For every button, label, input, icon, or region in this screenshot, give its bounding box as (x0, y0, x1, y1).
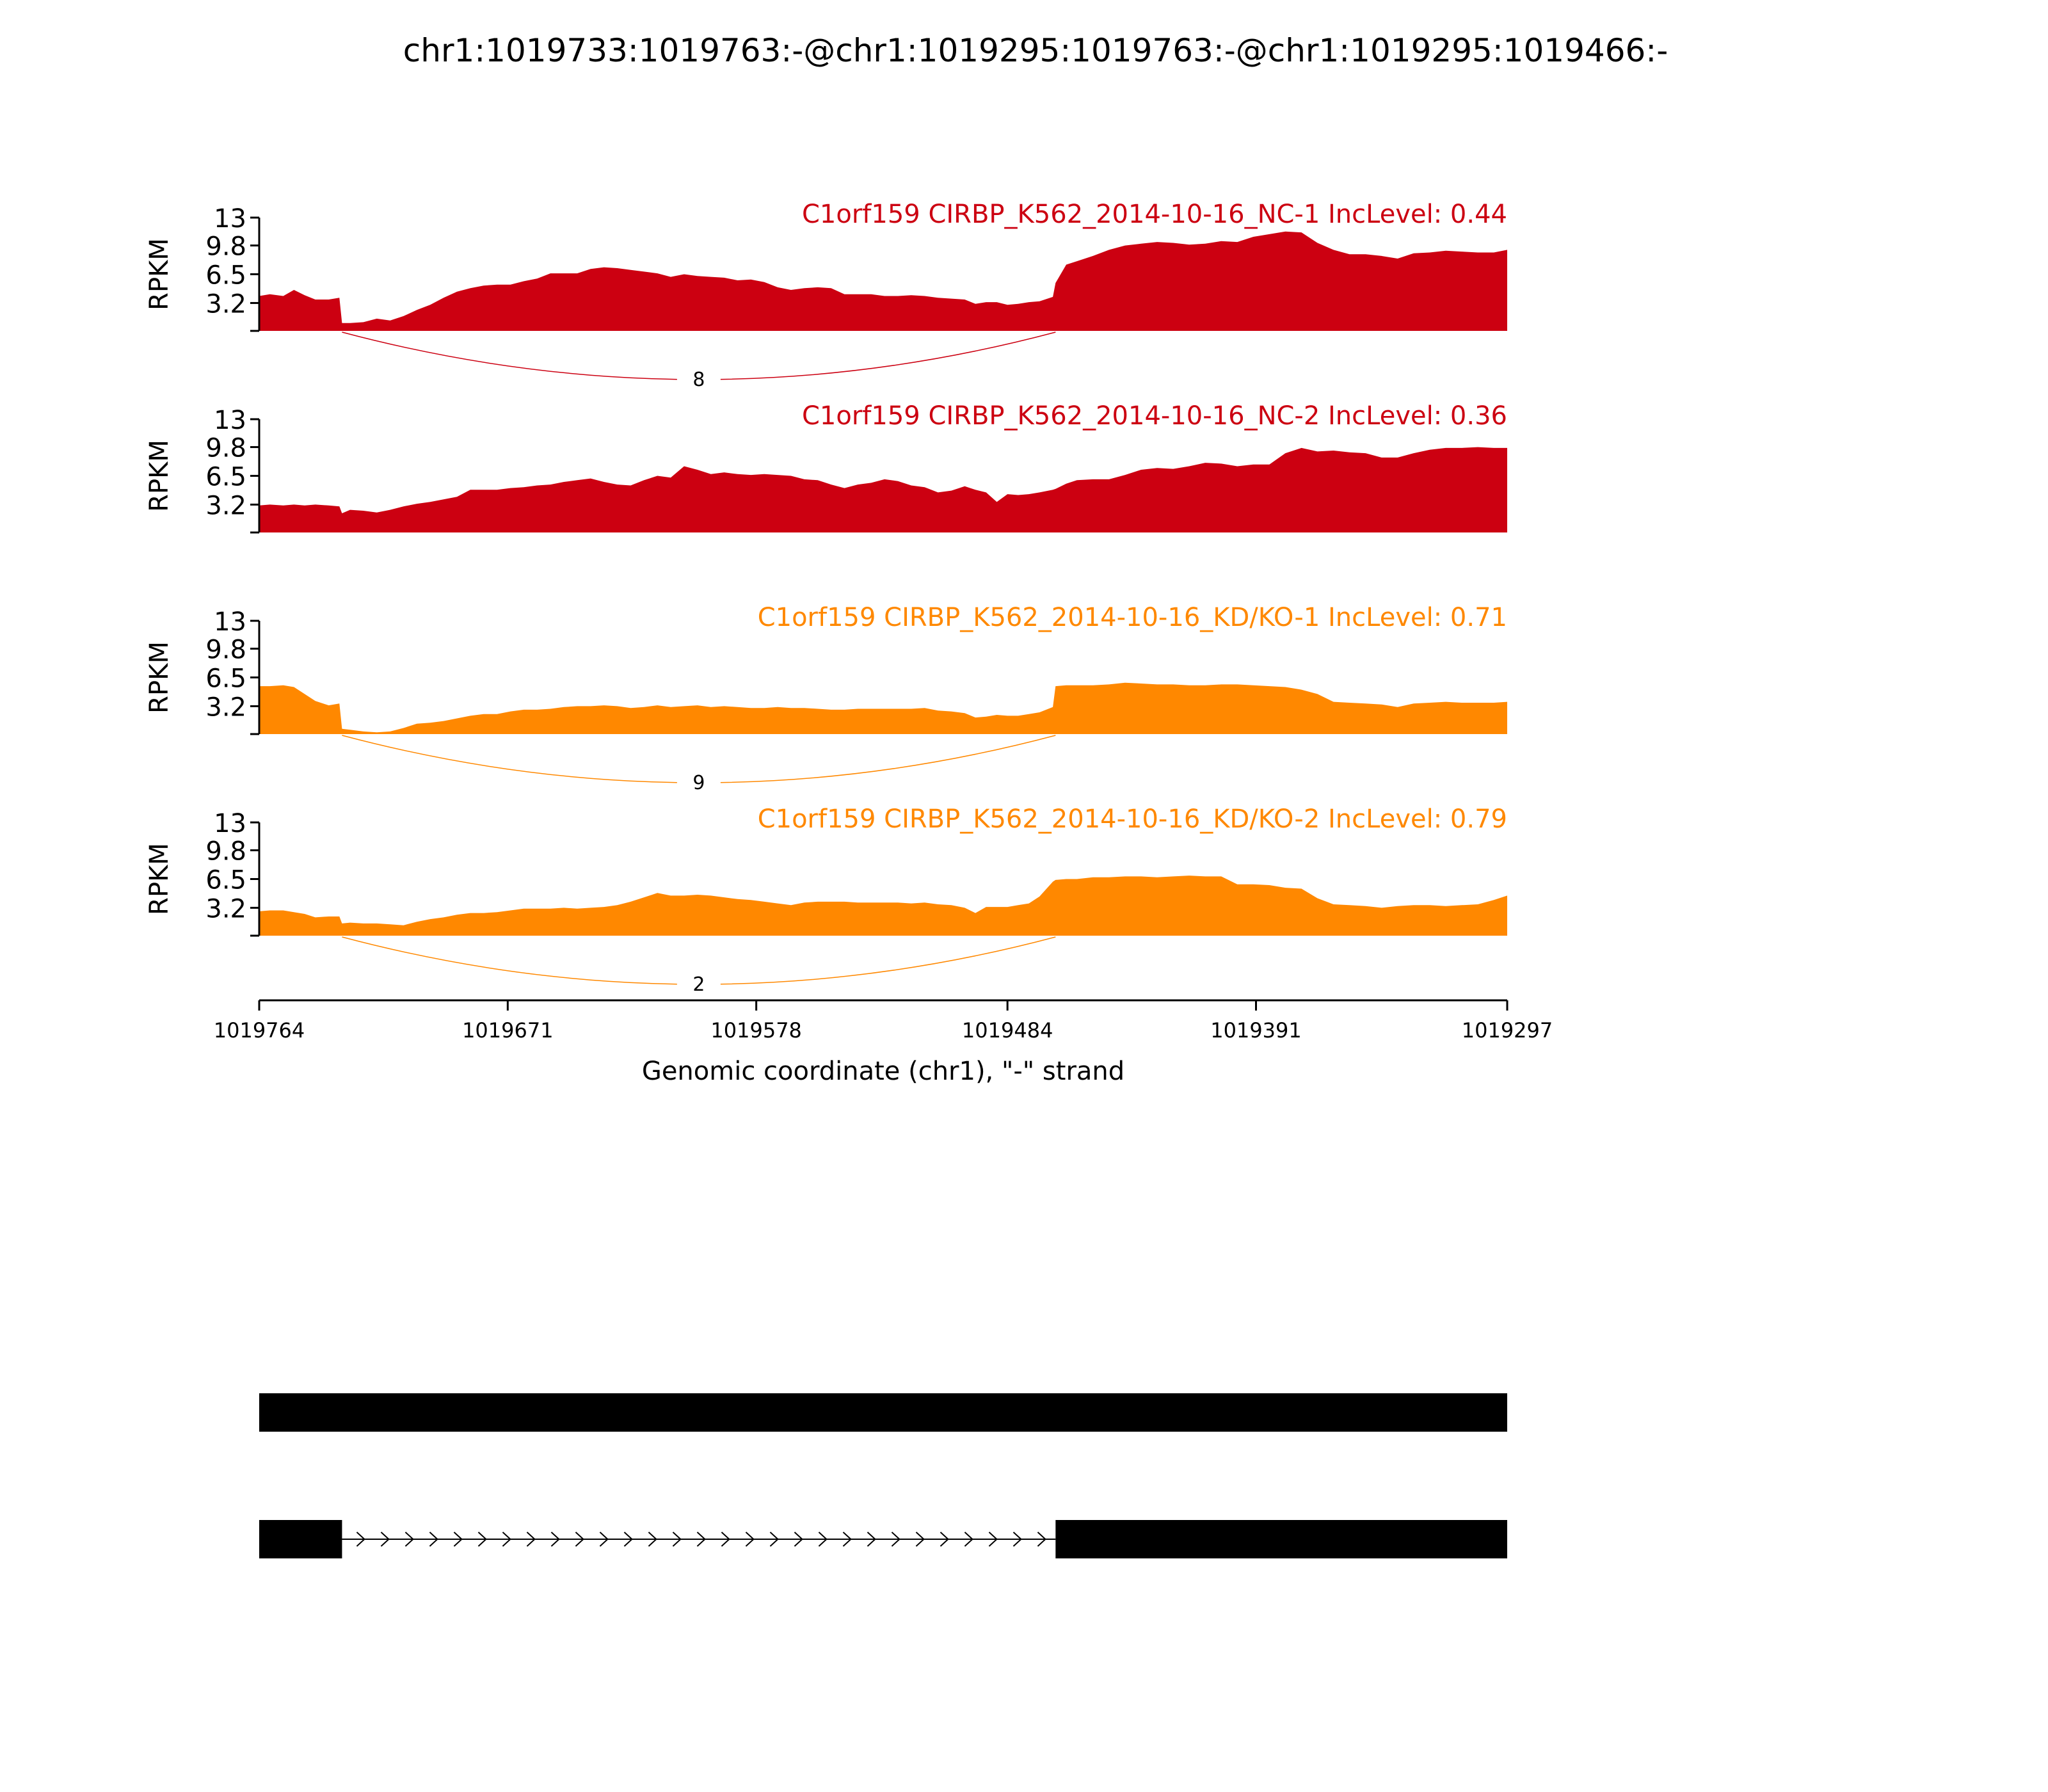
y-tick-label: 13 (214, 809, 246, 838)
strand-arrow (769, 1532, 779, 1547)
strand-arrow (721, 1532, 730, 1547)
strand-arrow (842, 1532, 852, 1547)
coverage-panel-2: 3.26.59.813 RPKM C1orf159 CIRBP_K562_2014-… (145, 401, 1507, 534)
strand-arrow (526, 1532, 536, 1547)
strand-arrow (940, 1532, 949, 1547)
coverage-area (259, 231, 1507, 331)
junction-label-box (676, 360, 721, 392)
y-tick-label: 9.8 (205, 232, 246, 262)
strand-arrow (404, 1532, 414, 1547)
x-tick-label: 1019764 (214, 1018, 305, 1043)
y-tick-label: 13 (214, 607, 246, 637)
strand-arrow (672, 1532, 682, 1547)
strand-arrow (550, 1532, 560, 1547)
isoform-skipping (259, 1520, 1507, 1558)
strand-arrow (794, 1532, 803, 1547)
x-axis-label: Genomic coordinate (chr1), "-" strand (642, 1057, 1124, 1086)
y-tick-label: 6.5 (205, 866, 246, 895)
y-tick-label: 6.5 (205, 664, 246, 694)
strand-arrow (623, 1532, 633, 1547)
y-axis-label: RPKM (145, 843, 174, 915)
gene-model-track (259, 1393, 1507, 1558)
coverage-area (259, 876, 1507, 936)
strand-arrow (988, 1532, 998, 1547)
y-tick-label: 9.8 (205, 837, 246, 867)
y-tick-label: 6.5 (205, 463, 246, 492)
y-tick-label: 3.2 (205, 491, 246, 520)
coverage-panel-3: 3.26.59.813 RPKM C1orf159 CIRBP_K562_2014-… (145, 603, 1507, 796)
strand-arrow (964, 1532, 973, 1547)
strand-arrow (1037, 1532, 1046, 1547)
y-tick-label: 9.8 (205, 434, 246, 463)
y-tick-label: 13 (214, 406, 246, 435)
junction-label-box (676, 965, 721, 997)
y-tick-label: 3.2 (205, 692, 246, 722)
x-axis: 1019764 1019671 1019578 1019484 1019391 10192… (214, 999, 1553, 1086)
y-tick-label: 6.5 (205, 261, 246, 291)
y-tick-label: 3.2 (205, 289, 246, 319)
strand-arrow (818, 1532, 828, 1547)
y-axis-label: RPKM (145, 641, 174, 714)
sample-label: C1orf159 CIRBP_K562_2014-10-16_NC-2 IncL… (802, 401, 1507, 431)
junction-count-label: 8 (692, 369, 705, 391)
strand-arrow (599, 1532, 609, 1547)
exon-block (259, 1520, 342, 1558)
x-tick-label: 1019297 (1462, 1018, 1553, 1043)
junction-count-label: 2 (692, 973, 705, 996)
strand-arrow (648, 1532, 657, 1547)
coverage-panel-1: 3.26.59.813 RPKM C1orf159 CIRBP_K562_2014-… (145, 200, 1507, 392)
strand-arrow (867, 1532, 876, 1547)
coverage-area (259, 447, 1507, 532)
coverage-panel-4: 3.26.59.813 RPKM C1orf159 CIRBP_K562_2014-… (145, 804, 1507, 997)
y-tick-label: 13 (214, 204, 246, 234)
sample-label: C1orf159 CIRBP_K562_2014-10-16_KD/KO-1 I… (758, 603, 1507, 632)
strand-arrow (502, 1532, 511, 1547)
strand-arrow (477, 1532, 487, 1547)
strand-arrow (745, 1532, 755, 1547)
junction-count-label: 9 (692, 772, 705, 794)
chart-title: chr1:1019733:1019763:-@chr1:1019295:1019… (403, 32, 1668, 69)
y-tick-label: 9.8 (205, 636, 246, 665)
strand-arrow (915, 1532, 925, 1547)
strand-arrow (696, 1532, 706, 1547)
junction-label-box (676, 764, 721, 796)
exon-block (1055, 1520, 1507, 1558)
exon-block (259, 1393, 1507, 1432)
isoform-inclusion (259, 1393, 1507, 1432)
y-axis-label: RPKM (145, 440, 174, 512)
x-tick-label: 1019671 (462, 1018, 554, 1043)
strand-arrow (453, 1532, 463, 1547)
x-tick-label: 1019391 (1210, 1018, 1302, 1043)
y-tick-label: 3.2 (205, 894, 246, 924)
strand-arrow (1012, 1532, 1022, 1547)
x-tick-label: 1019578 (710, 1018, 802, 1043)
y-axis-label: RPKM (145, 238, 174, 310)
sample-label: C1orf159 CIRBP_K562_2014-10-16_KD/KO-2 I… (758, 804, 1507, 834)
coverage-area (259, 682, 1507, 734)
x-tick-label: 1019484 (962, 1018, 1053, 1043)
strand-arrow (356, 1532, 365, 1547)
strand-arrow (575, 1532, 584, 1547)
strand-arrow (429, 1532, 438, 1547)
strand-arrow (891, 1532, 900, 1547)
sample-label: C1orf159 CIRBP_K562_2014-10-16_NC-1 IncL… (802, 200, 1507, 229)
strand-arrow (380, 1532, 390, 1547)
